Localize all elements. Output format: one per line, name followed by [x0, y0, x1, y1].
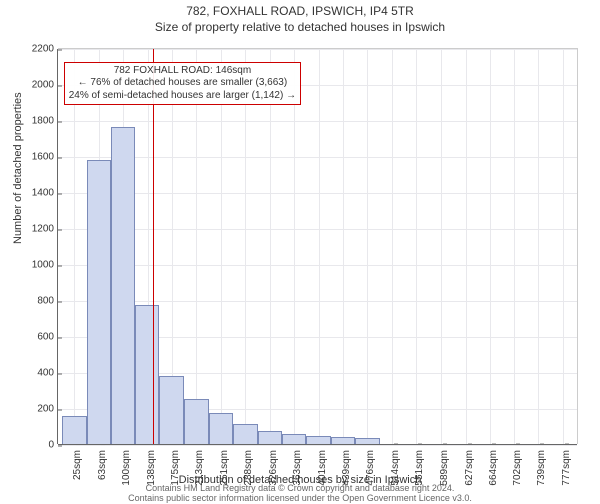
gridline-v — [441, 49, 442, 444]
gridline-v — [319, 49, 320, 444]
y-tick-label: 0 — [48, 440, 58, 451]
histogram-bar — [184, 399, 209, 444]
gridline-v — [196, 49, 197, 444]
gridline-h — [58, 265, 577, 266]
gridline-v — [490, 49, 491, 444]
gridline-h — [58, 193, 577, 194]
gridline-v — [74, 49, 75, 444]
gridline-v — [416, 49, 417, 444]
y-axis — [57, 49, 58, 444]
histogram-bar — [209, 413, 233, 444]
gridline-v — [392, 49, 393, 444]
histogram-bar — [62, 416, 87, 444]
histogram-bar — [135, 305, 159, 444]
y-tick-label: 1600 — [32, 152, 58, 163]
gridline-h — [58, 445, 577, 446]
y-tick-label: 1200 — [32, 224, 58, 235]
gridline-v — [367, 49, 368, 444]
gridline-v — [538, 49, 539, 444]
gridline-v — [245, 49, 246, 444]
gridline-h — [58, 229, 577, 230]
histogram-bar — [159, 376, 184, 444]
annotation-line: ← 76% of detached houses are smaller (3,… — [69, 77, 296, 90]
y-tick-label: 1400 — [32, 188, 58, 199]
chart-title-1: 782, FOXHALL ROAD, IPSWICH, IP4 5TR — [0, 4, 600, 18]
gridline-h — [58, 301, 577, 302]
plot-area: 0200400600800100012001400160018002000220… — [58, 48, 578, 444]
histogram-bar — [87, 160, 111, 444]
y-tick-label: 2200 — [32, 44, 58, 55]
chart-title-2: Size of property relative to detached ho… — [0, 20, 600, 34]
y-tick-label: 600 — [37, 332, 58, 343]
footer-line-2: Contains public sector information licen… — [0, 493, 600, 503]
y-tick-label: 400 — [37, 368, 58, 379]
histogram-bar — [282, 434, 306, 444]
y-tick-label: 800 — [37, 296, 58, 307]
gridline-v — [343, 49, 344, 444]
gridline-v — [514, 49, 515, 444]
annotation-line: 24% of semi-detached houses are larger (… — [69, 90, 296, 103]
gridline-v — [563, 49, 564, 444]
gridline-v — [466, 49, 467, 444]
annotation-box: 782 FOXHALL ROAD: 146sqm← 76% of detache… — [64, 62, 301, 106]
histogram-bar — [233, 424, 258, 444]
y-axis-label: Number of detached properties — [12, 92, 24, 244]
annotation-line: 782 FOXHALL ROAD: 146sqm — [69, 65, 296, 78]
gridline-h — [58, 121, 577, 122]
histogram-bar — [258, 431, 283, 444]
gridline-v — [270, 49, 271, 444]
footer-line-1: Contains HM Land Registry data © Crown c… — [0, 483, 600, 493]
y-tick-label: 1000 — [32, 260, 58, 271]
footer-attribution: Contains HM Land Registry data © Crown c… — [0, 483, 600, 503]
histogram-bar — [306, 436, 331, 444]
histogram-bar — [355, 438, 380, 444]
y-tick-label: 2000 — [32, 80, 58, 91]
histogram-bar — [331, 437, 355, 444]
gridline-h — [58, 157, 577, 158]
gridline-v — [221, 49, 222, 444]
property-marker-line — [153, 49, 154, 444]
chart-container: 782, FOXHALL ROAD, IPSWICH, IP4 5TR Size… — [0, 4, 600, 504]
y-tick-label: 200 — [37, 404, 58, 415]
gridline-v — [294, 49, 295, 444]
y-tick-label: 1800 — [32, 116, 58, 127]
gridline-h — [58, 49, 577, 50]
histogram-bar — [111, 127, 136, 444]
